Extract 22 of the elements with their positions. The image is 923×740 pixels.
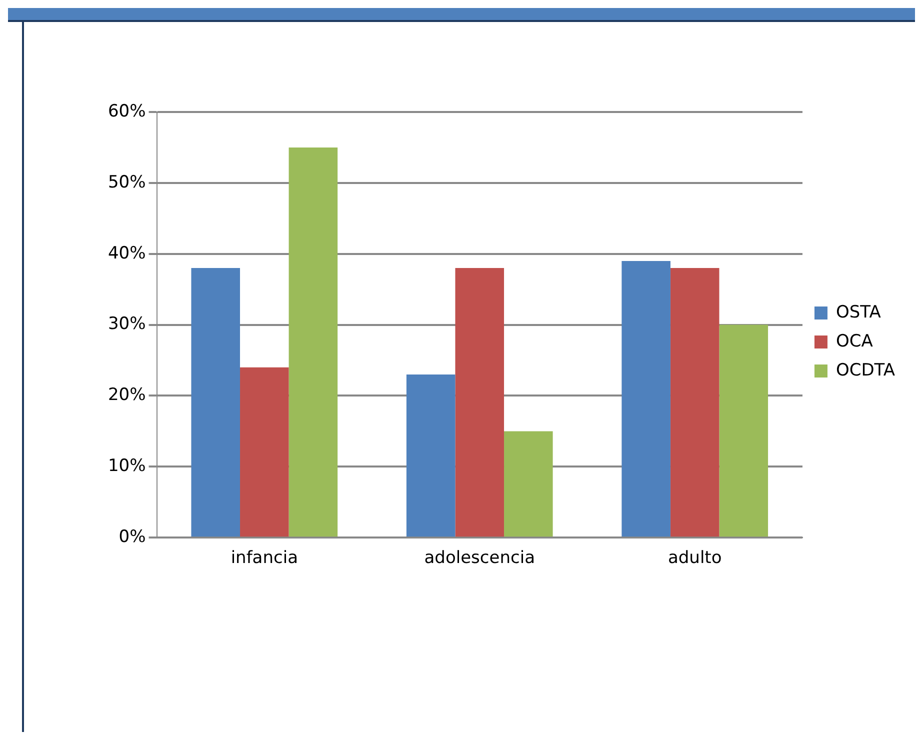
y-tick-label: 30% xyxy=(108,314,146,334)
x-tick-label: adulto xyxy=(668,548,722,568)
bar xyxy=(670,268,720,537)
bar xyxy=(504,431,553,537)
bar xyxy=(191,268,240,537)
bar xyxy=(406,374,456,537)
y-tick-label: 0% xyxy=(118,527,146,548)
bar xyxy=(622,260,670,537)
y-tick-label: 20% xyxy=(108,385,146,406)
bar xyxy=(240,367,289,537)
x-tick-label: adolescencia xyxy=(424,548,535,568)
y-tick-label: 40% xyxy=(108,243,146,264)
y-tick-label: 60% xyxy=(108,101,146,122)
legend-label: OSTA xyxy=(836,302,882,322)
x-tick-label: infancia xyxy=(230,548,298,568)
bar xyxy=(288,147,338,537)
bar xyxy=(719,324,768,537)
legend-label: OCDTA xyxy=(836,360,896,380)
legend-label: OCA xyxy=(836,331,874,352)
y-tick-label: 50% xyxy=(108,172,146,192)
y-tick-label: 10% xyxy=(108,456,146,476)
bar xyxy=(455,268,504,537)
